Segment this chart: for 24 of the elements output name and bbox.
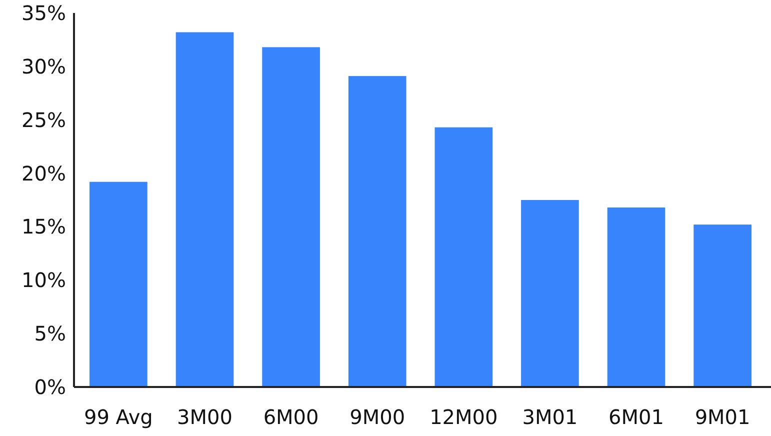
y-tick-label: 35% <box>22 1 66 25</box>
y-tick-label: 30% <box>22 54 66 78</box>
x-tick-label: 3M00 <box>177 405 232 429</box>
x-tick-label: 12M00 <box>430 405 498 429</box>
y-tick-label: 20% <box>22 161 66 186</box>
bar <box>348 76 406 387</box>
bar <box>521 200 579 387</box>
bar <box>90 182 148 387</box>
bar <box>607 207 666 387</box>
bar <box>176 32 234 387</box>
y-tick-label: 15% <box>22 214 66 239</box>
y-tick-label: 10% <box>22 268 66 292</box>
x-tick-label: 6M00 <box>263 405 319 429</box>
x-tick-label: 3M01 <box>522 405 578 429</box>
x-tick-label: 6M01 <box>608 405 664 429</box>
y-tick-label: 25% <box>22 108 66 132</box>
y-tick-label: 0% <box>34 375 66 399</box>
bar <box>694 224 752 387</box>
x-tick-label: 99 Avg <box>84 405 153 429</box>
x-tick-label: 9M01 <box>694 405 750 429</box>
y-tick-label: 5% <box>34 322 66 346</box>
bar <box>262 47 320 387</box>
bar <box>434 127 493 387</box>
x-tick-label: 9M00 <box>350 405 406 429</box>
